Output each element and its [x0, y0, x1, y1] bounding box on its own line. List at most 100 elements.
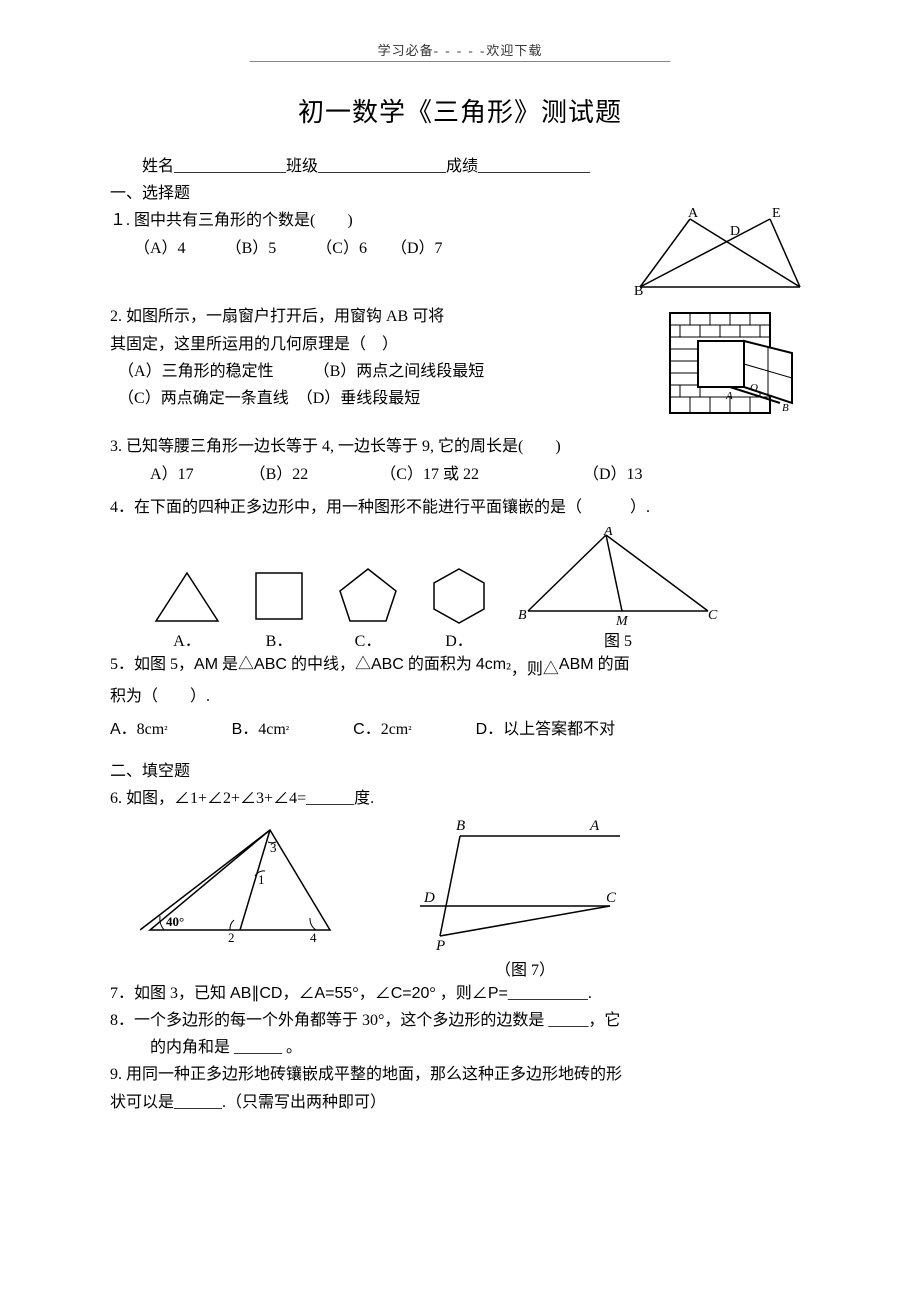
- q3-optC: （C）17 或 22: [388, 466, 479, 483]
- q7d: CD: [259, 985, 282, 1002]
- q5h: 4cm: [476, 656, 506, 673]
- q6-stem: 6. 如图，∠1+∠2+∠3+∠4=______度.: [110, 785, 810, 812]
- q5-opts: A．8cm² B．4cm² C．2cm² D．以上答案都不对: [110, 716, 810, 743]
- q1-optA: （A）4: [134, 240, 186, 257]
- q2-figB: B: [782, 402, 789, 414]
- fig5-cap: 图 5: [604, 627, 632, 651]
- q5e: 的中线，△: [287, 656, 371, 673]
- q5oC3: ²: [408, 724, 411, 736]
- q2-opt-row1: （A）三角形的稳定性 （B）两点之间线段最短: [110, 358, 660, 385]
- page-title: 初一数学《三角形》测试题: [110, 92, 810, 129]
- q6-2: 2: [228, 930, 235, 945]
- q5-l2: 积为（ ）.: [110, 683, 810, 710]
- q2-text: 2. 如图所示，一扇窗户打开后，用窗钩 AB 可将 其固定，这里所运用的几何原理…: [110, 303, 660, 412]
- fig7-cap: （图 7）: [410, 956, 640, 980]
- section1-title: 一、选择题: [110, 180, 810, 207]
- f7-D: D: [423, 890, 435, 906]
- q6-fig1: 40° 1 3 2 4: [140, 816, 350, 980]
- q5oB3: ²: [286, 724, 289, 736]
- q4-stem: 4．在下面的四种正多边形中，用一种图形不能进行平面镶嵌的是（ ）.: [110, 494, 810, 521]
- q7b: AB: [230, 985, 251, 1002]
- q4-capD: D．: [445, 627, 473, 651]
- q4-shapeC: C．: [336, 565, 400, 651]
- q5oA3: ²: [164, 724, 167, 736]
- f7-A: A: [589, 818, 600, 834]
- q1-figA: A: [688, 207, 699, 221]
- q1-figE: E: [772, 207, 781, 221]
- f7-B: B: [456, 818, 465, 834]
- q5j: ABM: [559, 656, 594, 673]
- q2-figA: A: [725, 390, 733, 402]
- header-dashes: - - - - -: [434, 43, 487, 59]
- q9-l2: 状可以是______.（只需写出两种即可）: [110, 1089, 810, 1116]
- q1-figB: B: [634, 284, 643, 297]
- q7f: A=55: [314, 985, 352, 1002]
- q5oB1: B: [232, 721, 243, 738]
- fig5-C: C: [708, 608, 718, 623]
- q3-optB: （B）22: [258, 466, 309, 483]
- q1-stem: １. 图中共有三角形的个数是( ): [110, 207, 630, 234]
- header-left: 学习必备: [378, 43, 434, 58]
- q5oA2: ．8cm: [121, 721, 165, 738]
- page: 学习必备- - - - -欢迎下载 初一数学《三角形》测试题 姓名_______…: [0, 0, 920, 1156]
- q2-optA: （A）三角形的稳定性: [126, 363, 274, 380]
- q7g: °，∠: [352, 985, 390, 1002]
- q3-optD: （D）13: [591, 466, 643, 483]
- q2-optB: （B）两点之间线段最短: [322, 363, 485, 380]
- q4-capC: C．: [355, 627, 382, 651]
- q1-optC: （C）6: [324, 240, 367, 257]
- q5-l1: 5．如图 5，AM 是△ABC 的中线，△ABC 的面积为 4cm²，则△ABM…: [110, 651, 810, 683]
- q7a: 7．如图 3，已知: [110, 985, 230, 1002]
- q5oD1: D: [476, 721, 488, 738]
- q5f: ABC: [371, 656, 404, 673]
- q5g: 的面积为: [404, 656, 476, 673]
- fig5-M: M: [615, 614, 629, 627]
- q5oD2: ．以上答案都不对: [487, 721, 615, 738]
- q7i: ° ，则∠: [429, 985, 487, 1002]
- q6-figs: 40° 1 3 2 4 B A D C P （图 7）: [140, 816, 810, 980]
- q5oC2: ．2cm: [365, 721, 409, 738]
- q8-l2: 的内角和是 ______ 。: [110, 1034, 810, 1061]
- f7-C: C: [606, 890, 617, 906]
- q2-l2: 其固定，这里所运用的几何原理是（ ）: [110, 331, 660, 358]
- q1-figD: D: [730, 224, 740, 239]
- q4-shapeB: B．: [250, 567, 308, 651]
- q5k: 的面: [594, 656, 630, 673]
- f7-P: P: [435, 938, 445, 954]
- q2-opt-row2: （C）两点确定一条直线 （D）垂线段最短: [110, 385, 660, 412]
- name-label: 姓名: [142, 158, 174, 175]
- q2-l1: 2. 如图所示，一扇窗户打开后，用窗钩 AB 可将: [110, 303, 660, 330]
- q3-opts: A）17 （B）22 （C）17 或 22 （D）13: [110, 461, 810, 488]
- header-rule: [250, 61, 670, 62]
- q5d: ABC: [254, 656, 287, 673]
- q1-optB: （B）5: [234, 240, 277, 257]
- section2-title: 二、填空题: [110, 758, 810, 785]
- q6-3: 3: [270, 840, 277, 855]
- q7j: P=: [488, 985, 508, 1002]
- q1-row: １. 图中共有三角形的个数是( ) （A）4 （B）5 （C）6 （D）7 A …: [110, 207, 810, 297]
- q3-stem: 3. 已知等腰三角形一边长等于 4, 一边长等于 9, 它的周长是( ): [110, 433, 810, 460]
- fig5-A: A: [603, 527, 613, 539]
- q5oB2: ．4cm: [242, 721, 286, 738]
- q4-capA: A．: [173, 627, 201, 651]
- q1-figure: A E D B: [630, 207, 810, 297]
- q1-opts: （A）4 （B）5 （C）6 （D）7: [110, 235, 630, 262]
- q1-optD: （D）7: [399, 240, 443, 257]
- info-line: 姓名______________班级________________成绩____…: [110, 153, 810, 180]
- q9-l1: 9. 用同一种正多边形地砖镶嵌成平整的地面，那么这种正多边形地砖的形: [110, 1061, 810, 1088]
- q4-capB: B．: [266, 627, 293, 651]
- q5a: 5．如图 5，: [110, 656, 194, 673]
- class-label: 班级: [286, 158, 318, 175]
- q5i: ²，则△: [506, 661, 559, 678]
- fig5-B: B: [518, 608, 527, 623]
- q2-figO: O: [750, 382, 758, 394]
- q5oA1: A: [110, 721, 121, 738]
- header-right: 欢迎下载: [486, 43, 542, 58]
- q4-shapes-row: A． B． C． D． A B M C 图 5: [152, 527, 810, 651]
- q7h: C=20: [391, 985, 430, 1002]
- q8-l1: 8．一个多边形的每一个外角都等于 30°，这个多边形的边数是 _____，它: [110, 1007, 810, 1034]
- q3-optA: A）17: [150, 466, 194, 483]
- q4-shapeA: A．: [152, 567, 222, 651]
- q5oC1: C: [353, 721, 365, 738]
- q5b: AM: [194, 656, 218, 673]
